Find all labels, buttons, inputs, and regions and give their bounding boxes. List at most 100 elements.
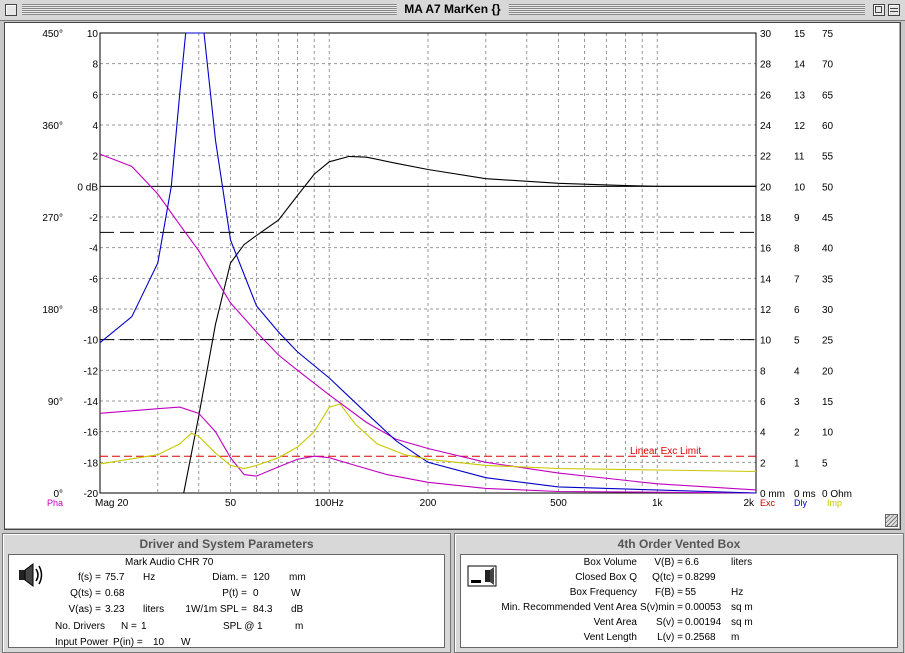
excursion-tick-label: 16 <box>760 244 772 255</box>
limit-label: Linear Exc Limit <box>630 446 701 457</box>
phase-tick-label: 450° <box>42 29 63 40</box>
pt-value[interactable]: 0 <box>253 588 259 599</box>
phase-tick-label: 90° <box>48 397 63 408</box>
impedance-tick-label: 5 <box>822 458 828 469</box>
collapse-box-button[interactable] <box>888 4 900 16</box>
excursion-tick-label: 28 <box>760 60 772 71</box>
excursion-tick-label: 14 <box>760 274 772 285</box>
driver-panel-body: Mark Audio CHR 70 f(s) = 75.7 Hz Q(ts) =… <box>8 554 445 648</box>
resize-grow-box[interactable] <box>885 514 898 527</box>
delay-tick-label: 1 <box>794 458 800 469</box>
delay-tick-label: 15 <box>794 29 806 40</box>
box-panel-body: Box Volume V(B) = 6.6 liters Closed Box Q Q(t… <box>460 554 898 648</box>
left-tick-label: 6 <box>92 90 98 101</box>
driver-name: Mark Audio CHR 70 <box>125 557 214 568</box>
box-param-value[interactable]: 0.8299 <box>685 572 716 583</box>
zoom-box-button[interactable] <box>873 4 885 16</box>
impedance-tick-label: 65 <box>822 90 834 101</box>
excursion-tick-label: 6 <box>760 397 766 408</box>
legend-imp: Imp <box>827 498 842 508</box>
legend-dly: Dly <box>794 498 807 508</box>
delay-tick-label: 0 ms <box>794 489 816 500</box>
drivers-label: No. Drivers <box>55 621 106 632</box>
fs-unit: Hz <box>143 572 156 583</box>
box-param-value[interactable]: 0.2568 <box>685 632 716 643</box>
vas-label: V(as) = <box>68 604 101 615</box>
impedance-tick-label: 30 <box>822 305 834 316</box>
excursion-tick-label: 4 <box>760 428 766 439</box>
pt-label: P(t) = <box>222 588 247 599</box>
box-param-label: Vent Area <box>593 617 637 628</box>
impedance-tick-label: 25 <box>822 336 834 347</box>
drivers-eq: N = <box>121 621 137 632</box>
impedance-tick-label: 50 <box>822 182 834 193</box>
grid <box>99 32 757 494</box>
driver-panel-title: Driver and System Parameters <box>139 537 314 551</box>
fs-label: f(s) = <box>77 572 101 583</box>
input-power-value[interactable]: 10 <box>153 637 165 648</box>
spl-value[interactable]: 84.3 <box>253 604 273 615</box>
diam-label: Diam. = <box>212 572 247 583</box>
input-power-eq: P(in) = <box>113 637 143 648</box>
fs-value[interactable]: 75.7 <box>105 572 125 583</box>
diam-unit: mm <box>289 572 306 583</box>
input-power-label: Input Power <box>55 637 109 648</box>
window-title: MA A7 MarKen {} <box>396 2 509 16</box>
legend-pha: Pha <box>47 498 63 508</box>
response-graph: Linear Exc Limit 10 8 6 4 2 0 dB -2 -4 -6 -8 -10 -1… <box>42 29 852 509</box>
impedance-tick-label: 55 <box>822 152 834 163</box>
left-tick-label: 2 <box>92 152 98 163</box>
box-param-unit: m <box>731 632 740 643</box>
left-tick-label: 4 <box>92 121 98 132</box>
speaker-icon[interactable] <box>17 561 45 589</box>
drivers-value[interactable]: 1 <box>141 621 147 632</box>
box-param-symbol: L(v) = <box>657 632 683 643</box>
excursion-tick-label: 8 <box>760 366 766 377</box>
qts-value[interactable]: 0.68 <box>105 588 125 599</box>
impedance-tick-label: 75 <box>822 29 834 40</box>
impedance-tick-label: 45 <box>822 213 834 224</box>
box-param-label: Vent Length <box>583 632 637 643</box>
vented-box-icon[interactable] <box>467 565 497 587</box>
x-tick-label: Mag 20 <box>95 498 129 509</box>
left-tick-label: -18 <box>84 458 99 469</box>
phase-tick-label: 0° <box>53 489 63 500</box>
left-tick-label: -6 <box>89 274 98 285</box>
box-param-label: Box Frequency <box>569 587 637 598</box>
box-param-value[interactable]: 0.00194 <box>685 617 722 628</box>
spl-unit: dB <box>291 604 304 615</box>
box-param-value[interactable]: 0.00053 <box>685 602 722 613</box>
spl-at-value[interactable]: 1 <box>257 621 263 632</box>
impedance-tick-label: 15 <box>822 397 834 408</box>
delay-tick-label: 6 <box>794 305 800 316</box>
excursion-tick-label: 30 <box>760 29 772 40</box>
left-tick-label: -14 <box>84 397 99 408</box>
series-line-imp <box>99 403 757 473</box>
left-tick-label: 8 <box>92 60 98 71</box>
box-param-value[interactable]: 6.6 <box>685 557 699 568</box>
box-param-unit: Hz <box>731 587 744 598</box>
window-titlebar[interactable]: MA A7 MarKen {} <box>0 0 905 21</box>
impedance-tick-label: 0 Ohm <box>822 489 852 500</box>
vas-value[interactable]: 3.23 <box>105 604 125 615</box>
qts-label: Q(ts) = <box>70 588 101 599</box>
delay-tick-label: 3 <box>794 397 800 408</box>
box-param-unit: liters <box>731 557 753 568</box>
vas-unit: liters <box>143 604 165 615</box>
driver-parameters-panel: Driver and System Parameters Mark Audio … <box>2 533 451 653</box>
delay-tick-label: 2 <box>794 428 800 439</box>
plot-border <box>99 32 757 494</box>
x-tick-label: 50 <box>225 498 237 509</box>
impedance-tick-label: 70 <box>822 60 834 71</box>
excursion-tick-label: 12 <box>760 305 772 316</box>
excursion-tick-label: 22 <box>760 152 772 163</box>
impedance-tick-label: 35 <box>822 274 834 285</box>
close-box-button[interactable] <box>5 4 17 16</box>
box-param-value[interactable]: 55 <box>685 587 697 598</box>
diam-value[interactable]: 120 <box>253 572 270 583</box>
delay-tick-label: 14 <box>794 60 806 71</box>
input-power-unit: W <box>181 637 191 648</box>
box-param-unit: sq m <box>731 602 753 613</box>
response-graph-area: Linear Exc Limit 10 8 6 4 2 0 dB -2 -4 -6 -8 -10 -1… <box>4 22 901 530</box>
series-line-dly <box>99 32 757 494</box>
